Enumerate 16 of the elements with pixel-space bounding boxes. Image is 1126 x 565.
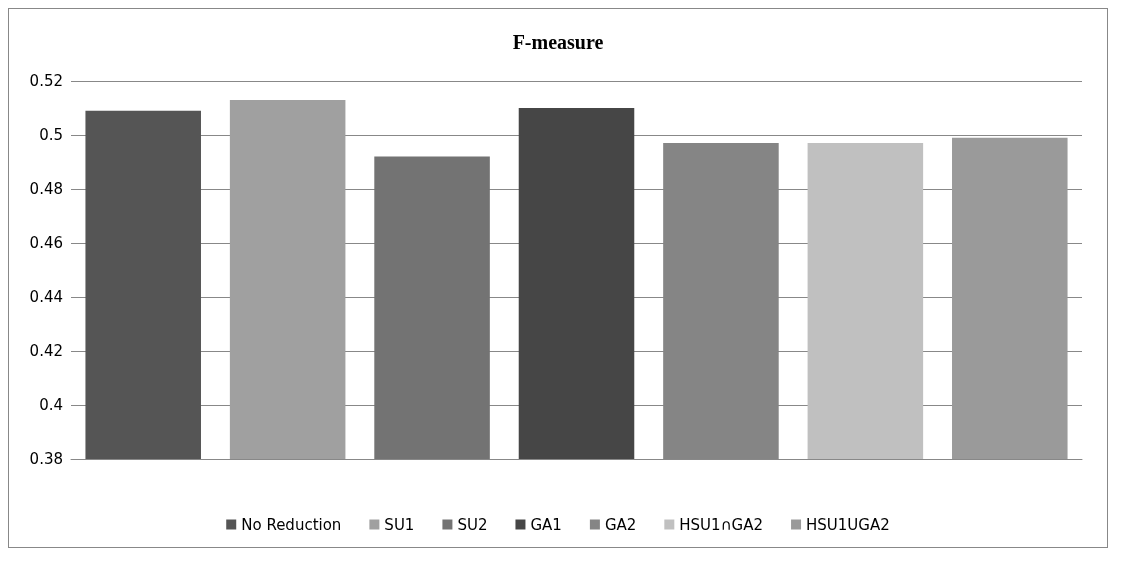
legend-label: HSU1∩GA2 <box>679 515 764 534</box>
legend-label: No Reduction <box>241 515 342 534</box>
legend-label: GA2 <box>604 515 637 534</box>
y-tick-label: 0.42 <box>29 342 63 360</box>
chart-title: F-measure <box>512 31 604 53</box>
legend-label: HSU1UGA2 <box>806 515 890 534</box>
y-tick-label: 0.46 <box>29 234 63 252</box>
y-tick-label: 0.52 <box>29 72 63 90</box>
y-tick-label: 0.48 <box>29 180 63 198</box>
legend-label: SU1 <box>384 515 415 534</box>
y-tick-label: 0.38 <box>29 450 63 468</box>
legend-label: GA1 <box>530 515 562 534</box>
y-tick-label: 0.5 <box>39 126 63 144</box>
legend-label: SU2 <box>457 515 488 534</box>
y-tick-label: 0.44 <box>29 288 63 306</box>
y-tick-label: 0.4 <box>39 396 63 414</box>
